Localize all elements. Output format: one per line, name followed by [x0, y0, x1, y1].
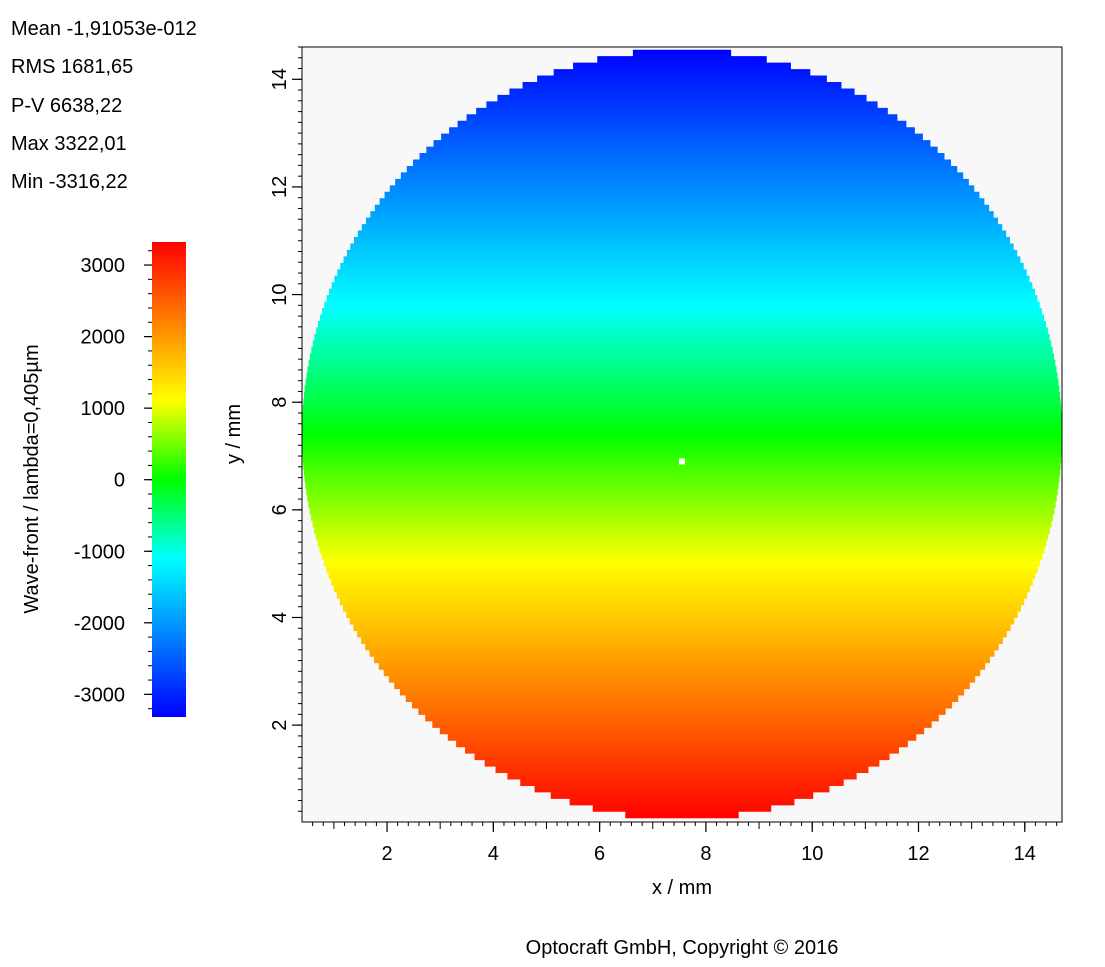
y-axis: 2 4 6 8 10 12 14: [269, 46, 302, 812]
y-tick-label: 10: [269, 283, 291, 305]
colorbar-tick-label: 3000: [81, 255, 126, 277]
stat-rms: RMS 1681,65: [11, 56, 134, 78]
x-tick-label: 14: [1014, 843, 1036, 865]
x-tick-label: 10: [801, 843, 823, 865]
y-tick-label: 8: [269, 397, 291, 408]
x-tick-label: 2: [381, 843, 392, 865]
colorbar-tick-label: -3000: [74, 684, 125, 706]
stat-mean: Mean -1,91053e-012: [11, 18, 197, 40]
stat-pv: P-V 6638,22: [11, 95, 123, 117]
colorbar-tick-label: 2000: [81, 327, 126, 349]
y-tick-label: 4: [269, 612, 291, 623]
y-tick-label: 12: [269, 176, 291, 198]
x-tick-label: 4: [488, 843, 499, 865]
stat-min: Min -3316,22: [11, 171, 128, 193]
colorbar: [152, 242, 186, 717]
stat-max: Max 3322,01: [11, 133, 127, 155]
center-marker: [679, 458, 685, 465]
x-tick-label: 12: [907, 843, 929, 865]
colorbar-label: Wave-front / lambda=0,405µm: [21, 344, 43, 613]
y-axis-label: y / mm: [223, 404, 245, 464]
x-tick-label: 8: [700, 843, 711, 865]
x-axis: 2 4 6 8 10 12 14: [312, 822, 1058, 865]
x-tick-label: 6: [594, 843, 605, 865]
colorbar-tick-label: 1000: [81, 398, 126, 420]
colorbar-tick-label: -1000: [74, 541, 125, 563]
colorbar-tick-label: -2000: [74, 613, 125, 635]
wavefront-map: [302, 49, 1062, 820]
colorbar-ticks: 3000 2000 1000 0 -1000 -2000 -3000: [74, 250, 152, 710]
colorbar-tick-label: 0: [114, 470, 125, 492]
x-axis-label: x / mm: [652, 877, 712, 899]
y-tick-label: 14: [269, 68, 291, 90]
y-tick-label: 6: [269, 504, 291, 515]
y-tick-label: 2: [269, 720, 291, 731]
copyright-notice: Optocraft GmbH, Copyright © 2016: [526, 937, 839, 959]
